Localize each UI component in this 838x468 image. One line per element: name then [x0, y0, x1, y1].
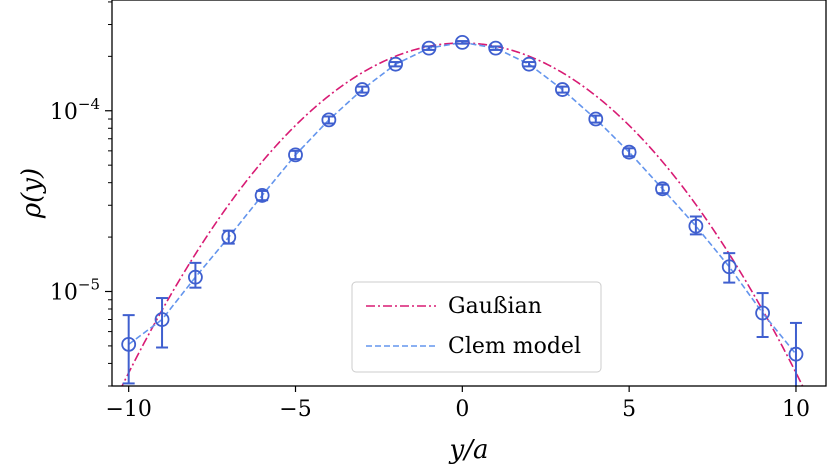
axes: [111, 0, 827, 387]
legend-label-gaussian: Gaußian: [448, 294, 542, 319]
gaussian-curve: [121, 42, 804, 386]
axes-frame: [111, 0, 827, 387]
data-point: [188, 269, 203, 285]
data-point: [688, 218, 704, 234]
data-point: [254, 188, 270, 203]
data-point: [121, 336, 137, 352]
data-point: [621, 144, 637, 160]
y-tick-label: 10−5: [50, 275, 100, 305]
x-tick-label: 5: [622, 397, 636, 422]
data-point: [788, 346, 804, 362]
x-tick-label: −10: [105, 397, 151, 422]
legend-frame: [351, 281, 602, 373]
data-point: [454, 34, 470, 50]
data-point: [521, 56, 537, 72]
x-tick-label: 10: [782, 397, 810, 422]
legend-label-clem-model: Clem model: [448, 334, 581, 359]
data-point: [288, 147, 303, 163]
x-tick-label: −5: [279, 397, 311, 422]
data-point: [388, 56, 403, 72]
y-axis-label: ρ(y): [17, 168, 47, 219]
data-point: [488, 40, 504, 56]
y-tick-label: 10−4: [50, 95, 100, 125]
data-point: [655, 181, 670, 197]
data-point: [421, 40, 437, 56]
data-point: [221, 229, 237, 245]
ticks: −10 −5 0 5 10 10−5 10−4: [50, 1, 810, 422]
plot-area: [121, 34, 804, 386]
data-point: [755, 305, 771, 321]
data-point: [321, 112, 337, 128]
data-point: [721, 259, 737, 275]
curves: [121, 41, 804, 386]
legend: Gaußian Clem model: [351, 281, 602, 373]
data-point: [555, 82, 570, 97]
data-point: [354, 82, 370, 97]
data-point: [154, 312, 170, 327]
data-point: [588, 111, 604, 127]
x-tick-label: 0: [455, 397, 469, 422]
x-axis-label: y/a: [449, 435, 489, 465]
